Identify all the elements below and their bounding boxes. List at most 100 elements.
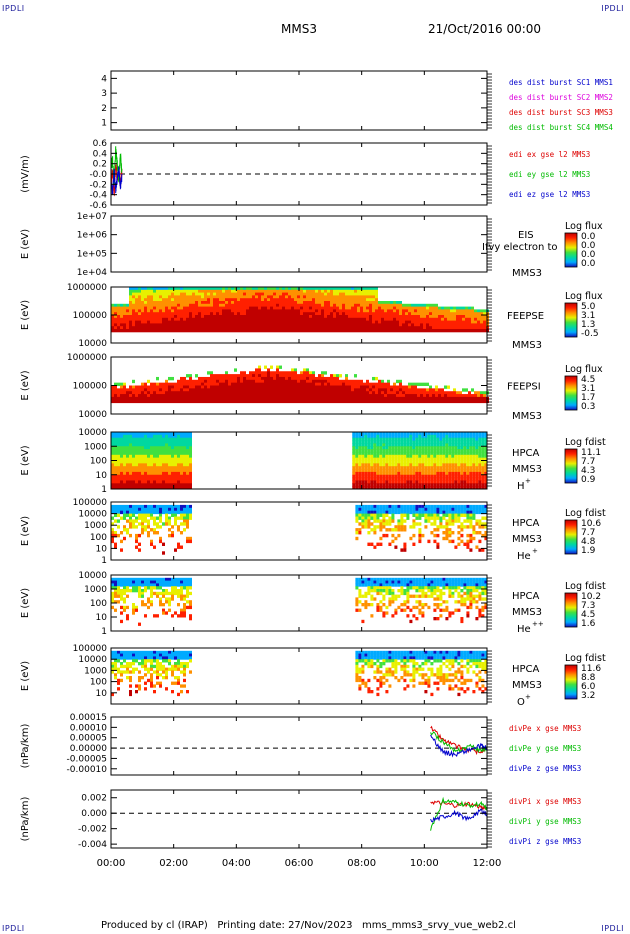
feeps-cell [474, 317, 477, 322]
feeps-cell [456, 394, 459, 398]
hpca-cell [153, 522, 156, 526]
feeps-cell [348, 295, 351, 299]
feeps-cell [303, 326, 306, 330]
feeps-cell [390, 317, 393, 322]
feeps-cell [255, 289, 258, 294]
feeps-cell [237, 295, 240, 299]
hpca-cell [186, 522, 189, 526]
feeps-cell [309, 379, 312, 384]
hpca-cell [442, 457, 446, 461]
feeps-cell [168, 376, 171, 381]
feeps-cell [237, 326, 240, 330]
feeps-cell [291, 287, 294, 291]
hpca-cell [373, 483, 377, 487]
hpca-cell [424, 516, 428, 520]
feeps-cell [141, 323, 144, 327]
feeps-cell [321, 385, 324, 389]
hpca-cell [391, 507, 395, 512]
feeps-cell [132, 295, 135, 299]
feeps-cell [249, 374, 252, 378]
hpca-cell [484, 432, 488, 436]
hpca-cell [430, 480, 434, 484]
feeps-cell [468, 306, 471, 310]
colorbar-tick-label: 0.9 [581, 475, 596, 485]
feeps-cell [324, 315, 327, 319]
hpca-cell [445, 460, 449, 464]
feeps-cell [276, 391, 279, 395]
hpca-cell [162, 510, 165, 515]
hpca-cell [171, 480, 174, 484]
feeps-cell [390, 391, 393, 395]
hpca-cell [424, 454, 428, 459]
hpca-cell [445, 451, 449, 456]
feeps-cell [144, 315, 147, 319]
feeps-cell [243, 317, 246, 322]
feeps-cell [459, 320, 462, 324]
hpca-cell [189, 469, 192, 473]
feeps-cell [360, 303, 363, 308]
feeps-cell [351, 287, 354, 291]
feeps-cell [153, 303, 156, 308]
hpca-cell [406, 437, 410, 442]
hpca-cell [412, 519, 416, 523]
feeps-cell [354, 391, 357, 395]
hpca-cell [391, 477, 395, 481]
feeps-cell [204, 391, 207, 395]
feeps-cell [270, 374, 273, 378]
feeps-cell [483, 396, 486, 401]
feeps-cell [324, 312, 327, 316]
feeps-cell [204, 396, 207, 401]
hpca-cell [370, 463, 374, 467]
feeps-cell [234, 376, 237, 381]
feeps-cell [267, 315, 270, 319]
feeps-cell [315, 320, 318, 324]
feeps-cell [180, 315, 183, 319]
hpca-cell [472, 460, 476, 464]
feeps-cell [123, 399, 126, 404]
feeps-cell [162, 391, 165, 395]
feeps-cell [396, 309, 399, 313]
hpca-cell [415, 486, 419, 490]
hpca-cell [135, 446, 138, 450]
feeps-cell [336, 388, 339, 392]
feeps-cell [144, 295, 147, 299]
feeps-cell [174, 329, 177, 333]
feeps-cell [369, 292, 372, 296]
feeps-cell [366, 309, 369, 313]
feeps-cell [450, 315, 453, 319]
feeps-cell [333, 320, 336, 324]
feeps-cell [234, 301, 237, 305]
hpca-cell [144, 480, 147, 484]
hpca-cell [406, 463, 410, 467]
feeps-cell [351, 396, 354, 401]
hpca-cell [132, 504, 135, 509]
hpca-cell [409, 486, 413, 490]
hpca-cell [397, 480, 401, 484]
feeps-cell [357, 379, 360, 384]
hpca-cell [415, 440, 419, 444]
feeps-cell [270, 301, 273, 305]
feeps-cell [237, 382, 240, 386]
hpca-cell [385, 513, 389, 517]
feeps-cell [375, 396, 378, 401]
feeps-cell [282, 309, 285, 313]
hpca-cell [388, 528, 392, 532]
feeps-cell [387, 391, 390, 395]
feeps-cell [255, 399, 258, 404]
hpca-cell [442, 474, 446, 479]
feeps-cell [129, 292, 132, 296]
hpca-cell [147, 525, 150, 529]
hpca-cell [475, 477, 479, 481]
hpca-cell [361, 483, 365, 487]
hpca-cell [454, 451, 458, 456]
hpca-cell [159, 486, 162, 490]
feeps-cell [252, 320, 255, 324]
feeps-cell [279, 396, 282, 401]
hpca-cell [358, 469, 362, 473]
y-tick-label: -0.4 [89, 191, 107, 201]
hpca-cell [189, 451, 192, 456]
feeps-cell [321, 292, 324, 296]
hpca-cell [481, 432, 485, 436]
feeps-cell [192, 382, 195, 386]
feeps-cell [222, 301, 225, 305]
